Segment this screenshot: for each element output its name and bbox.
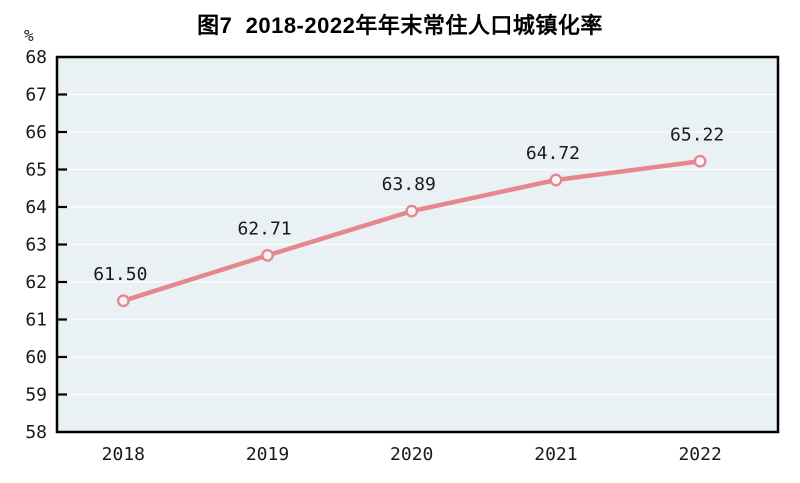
y-tick-label: 58 [25, 422, 47, 443]
data-label: 62.71 [237, 218, 291, 239]
y-tick-label: 61 [25, 310, 47, 331]
data-point [116, 294, 130, 308]
x-tick-label: 2021 [534, 444, 577, 465]
y-tick-label: 59 [25, 385, 47, 406]
x-tick-label: 2019 [246, 444, 289, 465]
plot-border [55, 55, 780, 434]
y-tick-label: 62 [25, 272, 47, 293]
y-tick-label: 66 [25, 122, 47, 143]
data-label: 61.50 [93, 264, 147, 285]
y-tick-label: 64 [25, 197, 47, 218]
x-tick-label: 2022 [678, 444, 721, 465]
data-label: 63.89 [382, 174, 436, 195]
data-point [405, 204, 419, 218]
y-tick-label: 65 [25, 160, 47, 181]
x-tick-label: 2020 [390, 444, 433, 465]
data-point [261, 248, 274, 262]
data-point [549, 173, 563, 187]
data-label: 65.22 [670, 124, 724, 145]
data-point [693, 154, 707, 168]
y-tick-label: 60 [25, 347, 47, 368]
data-label: 64.72 [526, 143, 580, 164]
y-axis-unit-label: % [24, 26, 34, 45]
y-tick-label: 63 [25, 235, 47, 256]
y-tick-label: 67 [25, 85, 47, 106]
chart-title: 图7 2018-2022年年末常住人口城镇化率 [197, 13, 603, 38]
y-tick-label: 68 [25, 47, 47, 68]
x-tick-label: 2018 [102, 444, 145, 465]
